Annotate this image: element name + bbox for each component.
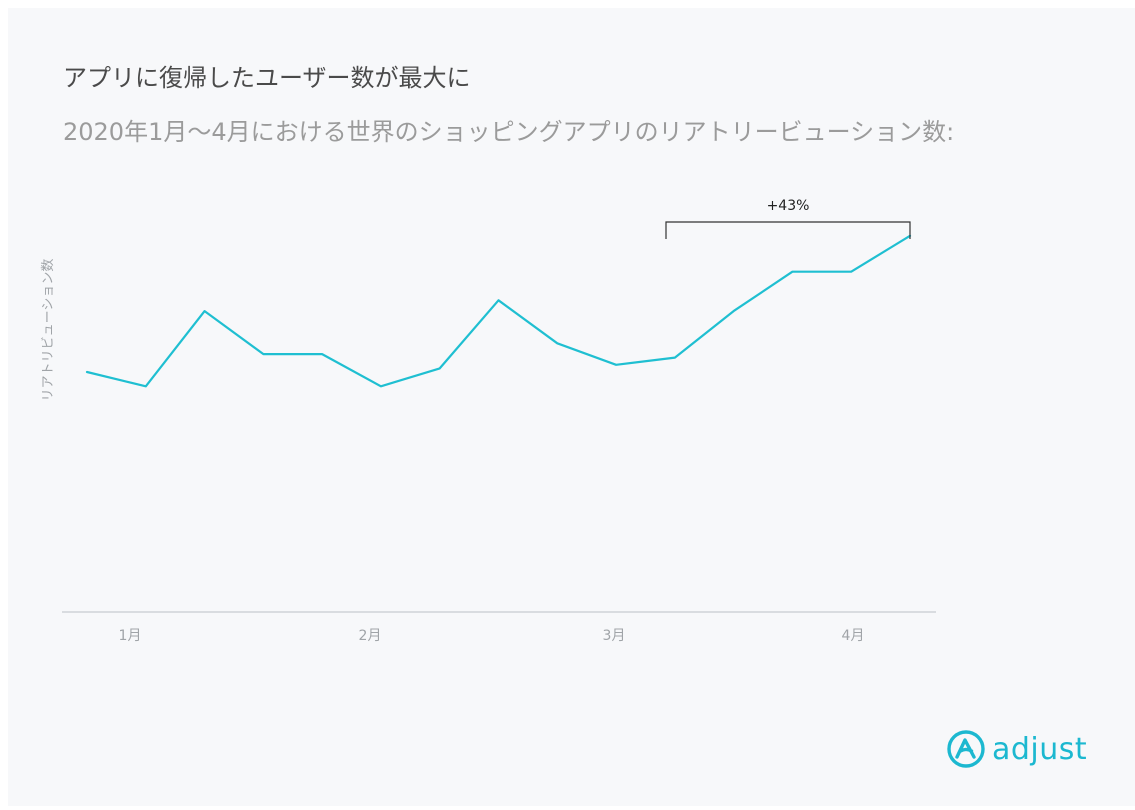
annotation-label: +43%: [767, 198, 810, 214]
series-line: [85, 234, 912, 388]
adjust-logo: adjust: [946, 728, 1087, 770]
x-tick-label-4: 4月: [842, 628, 865, 644]
x-tick-label-2: 2月: [359, 628, 382, 644]
x-tick-label-1: 1月: [119, 628, 142, 644]
chart-card: [8, 8, 1135, 806]
annotation-bracket: [665, 221, 911, 239]
y-axis-label: リアトリビューション数: [41, 259, 56, 402]
adjust-logo-icon: [947, 730, 985, 768]
adjust-logo-word: adjust: [992, 731, 1088, 767]
chart-subtitle: 2020年1月〜4月における世界のショッピングアプリのリアトリービューション数:: [63, 118, 955, 146]
chart-title: アプリに復帰したユーザー数が最大に: [63, 64, 471, 92]
x-tick-label-3: 3月: [603, 628, 626, 644]
